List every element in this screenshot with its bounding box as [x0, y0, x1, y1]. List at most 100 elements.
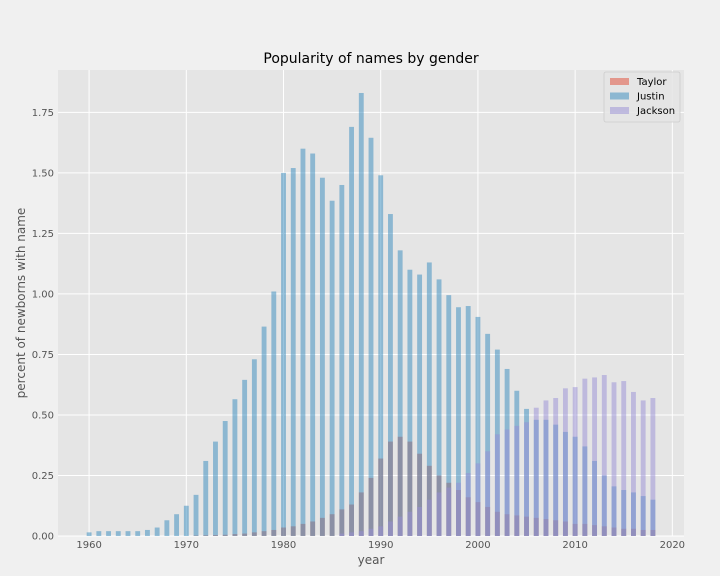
bar-jackson-1998 [456, 482, 461, 536]
bar-jackson-2017 [640, 400, 646, 536]
bar-jackson-2012 [592, 377, 598, 536]
bar-justin-1978 [261, 326, 267, 536]
x-tick-label: 1980 [271, 540, 296, 551]
bar-justin-1963 [115, 531, 121, 536]
bar-jackson-2015 [621, 381, 627, 536]
bar-justin-1981 [290, 168, 296, 536]
bar-jackson-1986 [339, 533, 345, 536]
bar-justin-1972 [203, 460, 209, 536]
legend-swatch-jackson [610, 107, 629, 114]
bar-justin-1975 [232, 399, 238, 536]
y-tick-label: 1.00 [32, 289, 54, 300]
bar-jackson-2007 [543, 400, 549, 536]
bar-justin-1969 [174, 514, 180, 536]
bar-jackson-2002 [494, 434, 500, 536]
legend-label-jackson: Jackson [636, 106, 675, 117]
bar-justin-1991 [388, 214, 393, 536]
bar-justin-1993 [407, 269, 413, 536]
bar-jackson-2005 [524, 422, 529, 536]
y-tick-label: 1.50 [32, 168, 54, 179]
x-tick-labels: 1960 1970 1980 1990 2000 2010 2020 [76, 540, 685, 551]
bar-justin-1961 [96, 531, 102, 536]
bar-jackson-1992 [397, 516, 403, 536]
bar-jackson-1989 [368, 528, 374, 536]
bar-justin-1980 [281, 172, 286, 536]
bar-justin-1995 [426, 262, 432, 536]
bar-justin-1998 [456, 307, 461, 536]
bar-justin-1986 [339, 184, 345, 537]
bar-jackson-2003 [504, 429, 510, 536]
bar-justin-1973 [213, 441, 218, 536]
bar-jackson-2014 [611, 382, 617, 536]
x-tick-label: 2010 [562, 540, 587, 551]
bar-justin-1964 [125, 531, 131, 536]
bar-justin-1971 [193, 494, 199, 536]
bar-jackson-1987 [349, 532, 354, 536]
bar-justin-1983 [310, 153, 316, 536]
bar-jackson-2006 [533, 407, 539, 536]
bar-justin-1992 [397, 250, 403, 536]
bar-justin-1979 [271, 291, 277, 536]
y-axis-label: percent of newborns with name [14, 208, 28, 399]
y-tick-label: 1.25 [32, 229, 54, 240]
bar-justin-1996 [436, 279, 442, 536]
bar-justin-1982 [300, 148, 306, 536]
x-tick-label: 1970 [174, 540, 199, 551]
bar-jackson-2010 [572, 387, 578, 536]
bar-jackson-2016 [631, 391, 636, 536]
bar-marks [86, 92, 656, 537]
y-tick-label: 0.00 [32, 532, 54, 543]
x-tick-label: 2000 [465, 540, 490, 551]
bar-justin-1977 [251, 359, 257, 536]
bar-jackson-2004 [514, 425, 520, 536]
bar-jackson-2011 [582, 378, 588, 536]
chart-title: Popularity of names by gender [263, 51, 478, 67]
bar-justin-1984 [319, 177, 325, 536]
y-tick-label: 0.25 [32, 471, 54, 482]
bar-jackson-2018 [650, 398, 656, 536]
bar-justin-1968 [164, 520, 170, 536]
series-jackson [339, 375, 656, 536]
y-tick-label: 1.75 [32, 108, 54, 119]
bar-justin-2000 [475, 316, 481, 536]
x-tick-label: 2020 [660, 540, 685, 551]
bar-justin-1987 [349, 126, 354, 537]
bar-jackson-1995 [426, 499, 432, 536]
bar-justin-2001 [485, 333, 491, 536]
legend-swatch-taylor [610, 78, 629, 85]
x-tick-label: 1960 [76, 540, 101, 551]
bar-jackson-2009 [562, 388, 568, 536]
bar-jackson-2013 [601, 375, 607, 536]
legend-swatch-justin [610, 92, 629, 100]
x-axis-label: year [358, 553, 385, 567]
bar-justin-1997 [446, 295, 452, 536]
bar-jackson-2001 [485, 451, 491, 536]
bar-jackson-1988 [358, 531, 364, 536]
legend-label-justin: Justin [636, 92, 665, 103]
bar-jackson-1999 [465, 473, 471, 536]
bar-jackson-1993 [407, 511, 413, 536]
bar-justin-1994 [417, 274, 423, 536]
bar-justin-1985 [329, 200, 335, 536]
bar-justin-1974 [222, 421, 228, 536]
bar-justin-1988 [358, 92, 364, 536]
y-tick-label: 0.75 [32, 350, 54, 361]
bar-justin-1965 [135, 531, 141, 536]
bar-jackson-1994 [417, 506, 423, 536]
bar-jackson-1997 [446, 487, 452, 536]
x-tick-label: 1990 [368, 540, 393, 551]
bar-justin-1966 [144, 529, 150, 536]
bar-justin-1962 [106, 531, 111, 536]
bar-justin-1960 [86, 532, 92, 536]
bar-jackson-2000 [475, 463, 481, 536]
bar-jackson-2008 [553, 398, 559, 536]
y-tick-labels: 0.00 0.25 0.50 0.75 1.00 1.25 1.50 1.75 [32, 108, 54, 543]
bar-jackson-1996 [436, 492, 442, 536]
bar-justin-1990 [378, 175, 384, 536]
legend: Taylor Justin Jackson [603, 71, 681, 123]
y-tick-label: 0.50 [32, 410, 54, 421]
bar-justin-1970 [183, 505, 189, 536]
legend-label-taylor: Taylor [636, 77, 667, 88]
bar-justin-1999 [465, 306, 471, 536]
bar-justin-1967 [154, 527, 160, 536]
